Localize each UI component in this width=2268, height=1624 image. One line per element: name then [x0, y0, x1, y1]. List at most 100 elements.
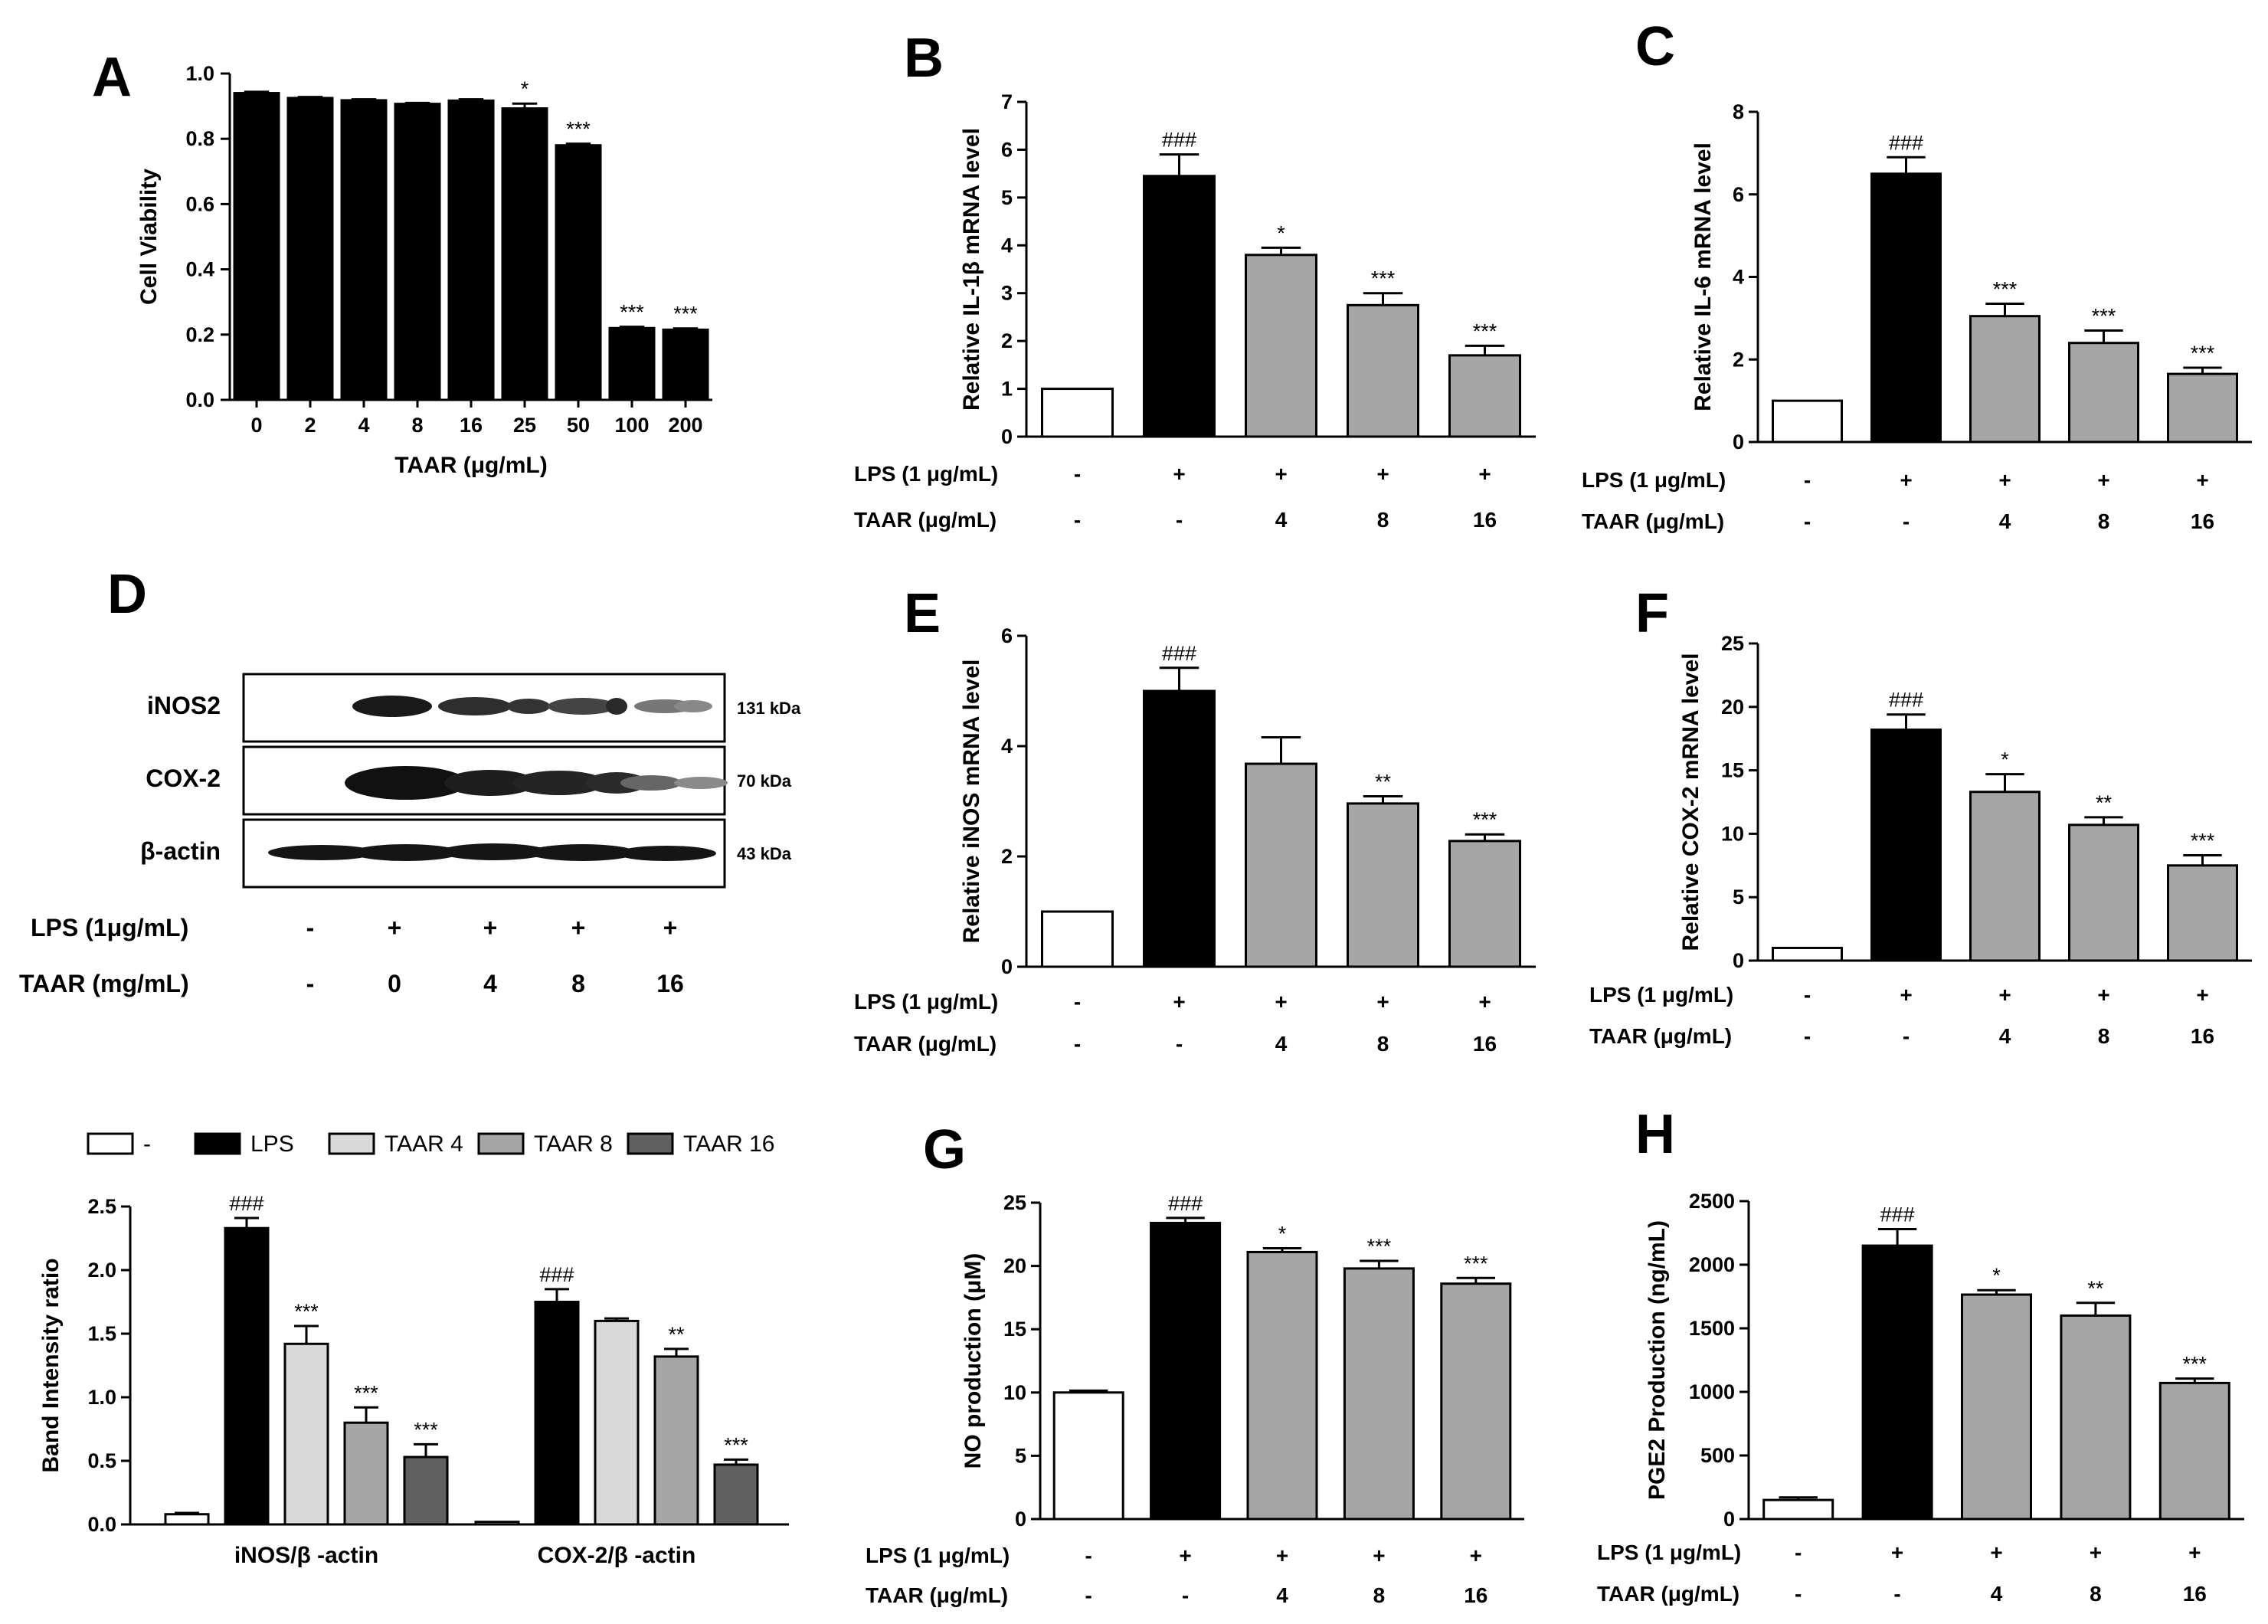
bar [1969, 315, 2041, 444]
y-tick-label: 1.0 [87, 1386, 116, 1409]
bar [1870, 172, 1942, 444]
x-tick-label: 16 [460, 414, 483, 437]
lps-condition: + [1998, 468, 2011, 492]
x-tick-label: 50 [567, 414, 590, 437]
legend-swatch [627, 1132, 674, 1155]
legend-swatch [477, 1132, 525, 1155]
taar-condition: - [1074, 1032, 1081, 1056]
taar-condition: - [1795, 1582, 1802, 1606]
lps-condition: + [2090, 1541, 2102, 1564]
lps-condition: + [1470, 1544, 1482, 1567]
bar [403, 1455, 449, 1526]
bar [283, 1342, 329, 1526]
y-tick-label: 8 [1733, 100, 1744, 123]
significance-label: ** [1375, 771, 1392, 794]
y-tick-label: 1 [1001, 378, 1013, 401]
band [438, 697, 512, 715]
lps-condition: + [1179, 1544, 1191, 1567]
lps-condition: + [1173, 990, 1185, 1013]
taar-condition: 4 [1276, 1583, 1288, 1607]
significance-label: * [1277, 221, 1285, 244]
chart-il6: 0 2 4 6 8 Relative IL-6 mRNA level ### *** *** **… [1582, 100, 2252, 533]
blot-label-inos2: iNOS2 [147, 692, 221, 719]
band [620, 775, 682, 791]
y-tick-label: 0.4 [185, 258, 214, 281]
lps-condition: - [1795, 1541, 1802, 1564]
x-tick-label: 200 [668, 414, 702, 437]
lps-condition: + [1173, 462, 1185, 486]
y-tick-label: 1.5 [87, 1322, 116, 1345]
taar-row-label: TAAR (μg/mL) [854, 508, 997, 532]
blot-lps-condition: + [388, 914, 402, 941]
significance-label: *** [2092, 305, 2116, 328]
bar [224, 1226, 270, 1526]
bar [1961, 1293, 2032, 1521]
taar-condition: - [1893, 1582, 1900, 1606]
y-tick-label: 20 [1003, 1255, 1026, 1278]
band-row-inos2 [352, 696, 712, 717]
y-tick-label: 0.8 [185, 127, 214, 150]
band [674, 700, 712, 712]
band [507, 699, 550, 714]
y-tick-label: 0.5 [87, 1449, 116, 1472]
band [674, 777, 728, 789]
bar [1448, 840, 1521, 968]
band-row-actin [268, 843, 716, 861]
significance-label: *** [1993, 278, 2018, 301]
significance-label: *** [1464, 1252, 1488, 1275]
lps-row-label: LPS (1 μg/mL) [1582, 468, 1726, 492]
y-axis-label: Relative IL-1β mRNA level [959, 128, 984, 411]
lps-condition: + [1275, 462, 1287, 486]
band [268, 845, 375, 860]
band [345, 766, 467, 800]
chart-band-intensity: 0.0 0.5 1.0 1.5 2.0 2.5 Band Intensity ratio ##… [38, 1131, 789, 1568]
blot-lps-label: LPS (1μg/mL) [31, 914, 188, 941]
y-tick-label: 0 [1733, 949, 1744, 972]
panel-letter-g: G [923, 1119, 966, 1180]
band [617, 846, 716, 861]
lps-condition: + [1900, 983, 1912, 1007]
bar [474, 1521, 520, 1526]
significance-label: ### [1162, 642, 1196, 665]
kda-cox2: 70 kDa [737, 771, 792, 791]
lps-condition: - [1085, 1544, 1092, 1567]
y-tick-label: 6 [1001, 138, 1013, 161]
taar-condition: - [1182, 1583, 1189, 1607]
taar-condition: 4 [1275, 508, 1288, 532]
bar [534, 1301, 580, 1526]
y-axis-label: Cell Viability [136, 169, 162, 305]
lps-condition: + [1275, 990, 1287, 1013]
taar-condition: 4 [1999, 1024, 2011, 1048]
bar [2158, 1381, 2230, 1521]
blot-lps-condition: + [571, 914, 586, 941]
bar [608, 326, 656, 401]
bar [1245, 762, 1317, 968]
lps-row-label: LPS (1 μg/mL) [854, 462, 998, 486]
taar-condition: - [1903, 509, 1910, 533]
taar-row-label: TAAR (μg/mL) [1582, 509, 1724, 533]
lps-condition: + [1276, 1544, 1288, 1567]
lps-condition: + [2097, 468, 2109, 492]
y-axis-label: Relative iNOS mRNA level [959, 660, 984, 944]
significance-label: ### [1889, 131, 1923, 154]
y-tick-label: 1500 [1689, 1317, 1735, 1340]
x-tick-label: 8 [411, 414, 423, 437]
blot-taar-label: TAAR (mg/mL) [19, 970, 189, 997]
panel-letter-d: D [107, 564, 147, 625]
significance-label: *** [414, 1418, 438, 1441]
taar-condition: 4 [1991, 1582, 2003, 1606]
x-tick-label: 2 [304, 414, 316, 437]
taar-condition: 16 [1473, 1032, 1497, 1056]
taar-condition: - [1903, 1024, 1910, 1048]
blot-label-actin: β-actin [140, 837, 221, 865]
y-tick-label: 4 [1001, 735, 1013, 758]
y-axis-label: Relative IL-6 mRNA level [1690, 142, 1716, 411]
taar-row-label: TAAR (μg/mL) [1589, 1024, 1732, 1048]
significance-label: *** [566, 118, 591, 141]
taar-condition: - [1074, 508, 1081, 532]
taar-condition: 16 [2183, 1582, 2207, 1606]
bar [1347, 802, 1419, 968]
y-tick-label: 0 [1001, 425, 1013, 448]
kda-inos2: 131 kDa [737, 699, 801, 718]
significance-label: *** [620, 301, 644, 324]
